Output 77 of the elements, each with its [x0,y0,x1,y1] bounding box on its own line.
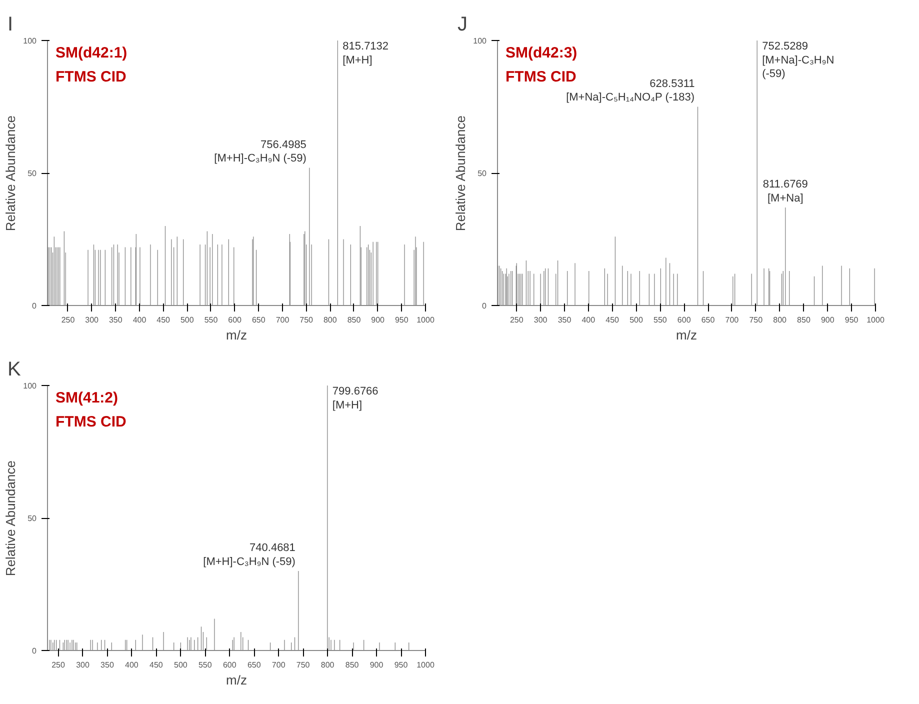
x-tick-label: 600 [677,316,692,324]
x-tick-label: 850 [345,660,360,670]
x-tick-label: 850 [347,316,362,324]
x-tick-label: 900 [371,316,386,324]
x-axis-title: m/z [676,328,697,342]
annotation: SM(d42:3) [506,44,578,62]
x-tick-label: 800 [320,660,335,670]
x-tick-label: 400 [582,316,596,324]
x-tick-label: 300 [534,316,548,324]
x-tick-label: 700 [725,316,740,324]
x-tick-label: 250 [52,660,66,670]
x-tick-label: 400 [132,316,147,324]
x-tick-label: 550 [198,660,212,670]
y-axis-title: Relative Abundance [3,116,18,232]
x-tick-label: 300 [85,316,100,324]
annotation: 740.4681 [M+H]-C₃H₉N (-59) [203,542,296,568]
y-tick-label: 50 [478,169,488,178]
x-tick-label: 400 [125,660,139,670]
annotation: 756.4985 [M+H]-C₃H₉N (-59) [214,138,306,165]
y-tick-label: 100 [23,36,38,46]
annotation: FTMS CID [56,68,126,86]
x-tick-label: 450 [150,660,164,670]
y-tick-label: 0 [482,302,488,310]
x-tick-label: 950 [844,316,859,324]
annotation: FTMS CID [56,414,126,430]
annotation: SM(d42:1) [56,44,128,62]
y-tick-label: 50 [28,514,38,523]
annotation: 799.6766 [M+H] [332,386,378,412]
x-tick-label: 750 [300,316,314,324]
x-tick-label: 950 [394,660,408,670]
x-tick-label: 650 [252,316,266,324]
y-tick-label: 0 [32,302,38,310]
x-tick-label: 600 [228,316,242,324]
x-tick-label: 350 [108,316,123,324]
chart-title: I [8,14,14,36]
x-tick-label: 250 [510,316,524,324]
y-tick-label: 100 [23,382,38,390]
x-tick-label: 550 [654,316,668,324]
x-tick-label: 500 [174,660,188,670]
x-tick-label: 950 [394,316,409,324]
x-tick-label: 600 [222,660,237,670]
x-tick-label: 700 [276,316,290,324]
y-tick-label: 0 [32,646,38,656]
x-tick-label: 1000 [416,316,435,324]
x-tick-label: 500 [630,316,644,324]
x-tick-label: 900 [820,316,835,324]
annotation: 752.5289 [M+Na]-C₃H₉N (-59) [762,40,834,80]
x-tick-label: 900 [370,660,384,670]
x-tick-label: 1000 [866,316,885,324]
y-axis-title: Relative Abundance [453,116,468,232]
x-tick-label: 700 [272,660,286,670]
x-tick-label: 800 [773,316,788,324]
x-tick-label: 350 [100,660,114,670]
x-axis-title: m/z [226,328,247,342]
x-tick-label: 550 [204,316,218,324]
chart-title: J [458,14,468,36]
x-axis-title: m/z [226,672,247,688]
x-tick-label: 750 [296,660,310,670]
x-tick-label: 250 [61,316,76,324]
y-tick-label: 100 [473,36,488,46]
x-tick-label: 800 [323,316,338,324]
y-axis-title: Relative Abundance [3,460,18,576]
y-tick-label: 50 [28,169,38,178]
annotation: SM(41:2) [56,390,118,406]
x-tick-label: 850 [797,316,811,324]
x-tick-label: 450 [156,316,171,324]
x-tick-label: 350 [558,316,572,324]
x-tick-label: 300 [76,660,90,670]
x-tick-label: 650 [701,316,716,324]
chart-title: K [8,358,22,380]
x-tick-label: 650 [247,660,262,670]
annotation: 811.6769 [M+Na] [762,178,808,204]
annotation: 815.7132 [M+H] [342,40,389,66]
x-tick-label: 450 [606,316,620,324]
x-tick-label: 1000 [416,660,435,670]
x-tick-label: 500 [180,316,194,324]
x-tick-label: 750 [749,316,764,324]
